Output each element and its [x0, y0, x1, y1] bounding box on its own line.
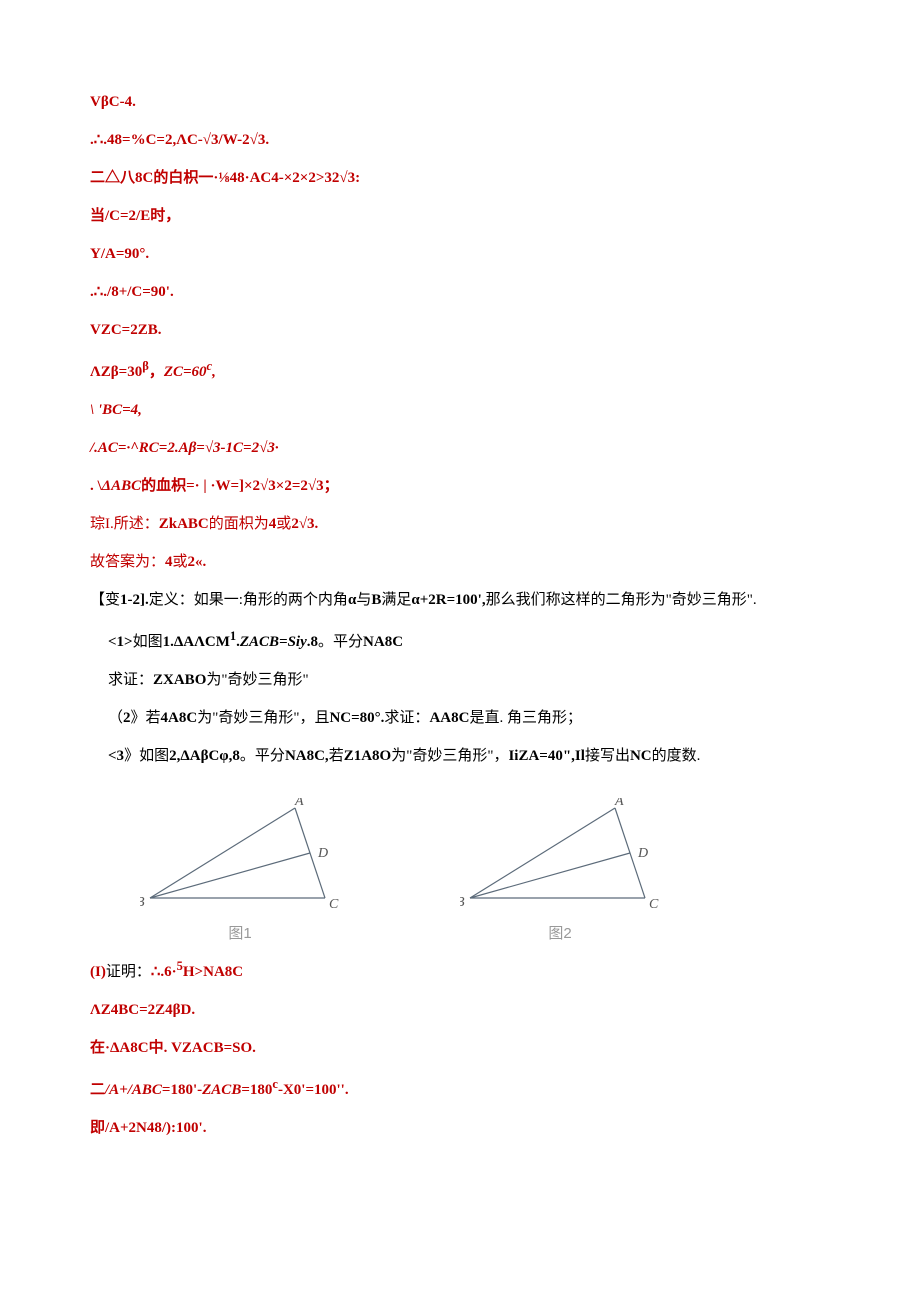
text-line: （2》若4A8C为"奇妙三角形"，且NC=80°.求证：AA8C是直. 角三角形… — [90, 706, 830, 730]
text-line: 琮I.所述：ZkABC的面枳为4或2√3. — [90, 512, 830, 536]
text-line: <1>如图1.ΔAΛCM1.ZACB=Siy.8。平分NA8C — [90, 626, 830, 654]
text-line: .∴./8+/C=90'. — [90, 280, 830, 304]
text-line: 二/A+/ABC=180'-ZACB=180c-X0'=100''. — [90, 1074, 830, 1102]
text-line: \ 'BC=4, — [90, 398, 830, 422]
text-line: <3》如图2,ΔAβCφ,8。平分NA8C,若Z1A8O为"奇妙三角形"，IiZ… — [90, 744, 830, 768]
svg-text:B: B — [460, 895, 465, 910]
figures-row: A B C D 图1 A B C D 图2 — [140, 798, 830, 946]
triangle-diagram-2: A B C D — [460, 798, 660, 918]
text-line: 故答案为：4或2«. — [90, 550, 830, 574]
figure-1-label: 图1 — [140, 922, 340, 946]
figure-2: A B C D 图2 — [460, 798, 660, 946]
figure-2-label: 图2 — [460, 922, 660, 946]
text-line: 即/A+2N48/):100'. — [90, 1116, 830, 1140]
text-line: VZC=2ZB. — [90, 318, 830, 342]
svg-text:C: C — [329, 897, 339, 912]
text-line: 当/C=2/E时， — [90, 204, 830, 228]
text-line: 在·ΔA8C中. VZACB=SO. — [90, 1036, 830, 1060]
text-line: 二△八8C的白枳一·⅛48·AC4-×2×2>32√3: — [90, 166, 830, 190]
text-line: 【变1-2].定义：如果一:角形的两个内角α与B满足α+2R=100',那么我们… — [90, 588, 830, 612]
svg-text:A: A — [294, 798, 304, 809]
text-line: /.AC=·^RC=2.Aβ=√3-1C=2√3· — [90, 436, 830, 460]
text-line: VβC-4. — [90, 90, 830, 114]
svg-text:B: B — [140, 895, 145, 910]
svg-text:D: D — [317, 846, 328, 861]
triangle-diagram-1: A B C D — [140, 798, 340, 918]
figure-1: A B C D 图1 — [140, 798, 340, 946]
text-line: ΛZβ=30β，ZC=60c, — [90, 356, 830, 384]
svg-text:D: D — [637, 846, 648, 861]
text-line: ΛZ4BC=2Z4βD. — [90, 998, 830, 1022]
text-line: . \ΔABC的血枳=· | ·W=]×2√3×2=2√3； — [90, 474, 830, 498]
text-line: .∴.48=%C=2,ΛC-√3/W-2√3. — [90, 128, 830, 152]
text-line: (I)证明：∴.6·5H>NA8C — [90, 956, 830, 984]
svg-text:C: C — [649, 897, 659, 912]
text-line: 求证：ZXABO为"奇妙三角形" — [90, 668, 830, 692]
svg-text:A: A — [614, 798, 624, 809]
text-line: Y/A=90°. — [90, 242, 830, 266]
